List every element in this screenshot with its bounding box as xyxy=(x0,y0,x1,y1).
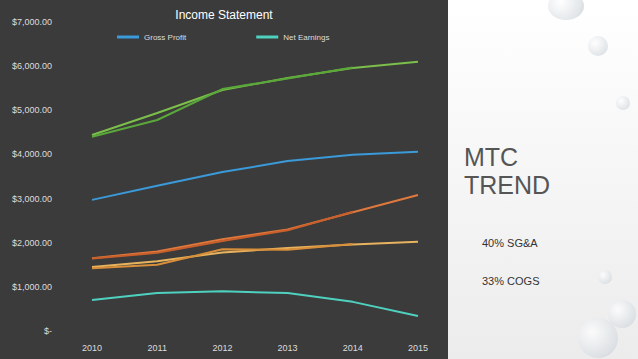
svg-text:$3,000.00: $3,000.00 xyxy=(12,194,52,204)
svg-text:$-: $- xyxy=(44,326,52,336)
svg-text:2015: 2015 xyxy=(408,343,428,353)
svg-text:2011: 2011 xyxy=(148,343,167,353)
svg-text:2013: 2013 xyxy=(278,343,298,353)
svg-text:$1,000.00: $1,000.00 xyxy=(12,282,52,292)
svg-text:$4,000.00: $4,000.00 xyxy=(12,149,52,159)
svg-text:$5,000.00: $5,000.00 xyxy=(12,105,52,115)
svg-text:$6,000.00: $6,000.00 xyxy=(12,61,52,71)
svg-text:2014: 2014 xyxy=(343,343,363,353)
svg-text:2010: 2010 xyxy=(82,343,102,353)
html-text:33% COGS: 33% COGS xyxy=(482,275,540,287)
svg-text:Net Earnings: Net Earnings xyxy=(283,33,329,42)
svg-text:2012: 2012 xyxy=(212,343,232,353)
html-text:40% SG&A: 40% SG&A xyxy=(482,237,538,249)
svg-text:Income Statement: Income Statement xyxy=(175,8,273,22)
svg-text:$7,000.00: $7,000.00 xyxy=(12,17,52,27)
svg-text:$2,000.00: $2,000.00 xyxy=(12,238,52,248)
svg-text:Gross Profit: Gross Profit xyxy=(144,33,187,42)
html-text:MTC TREND: MTC TREND xyxy=(464,143,551,199)
